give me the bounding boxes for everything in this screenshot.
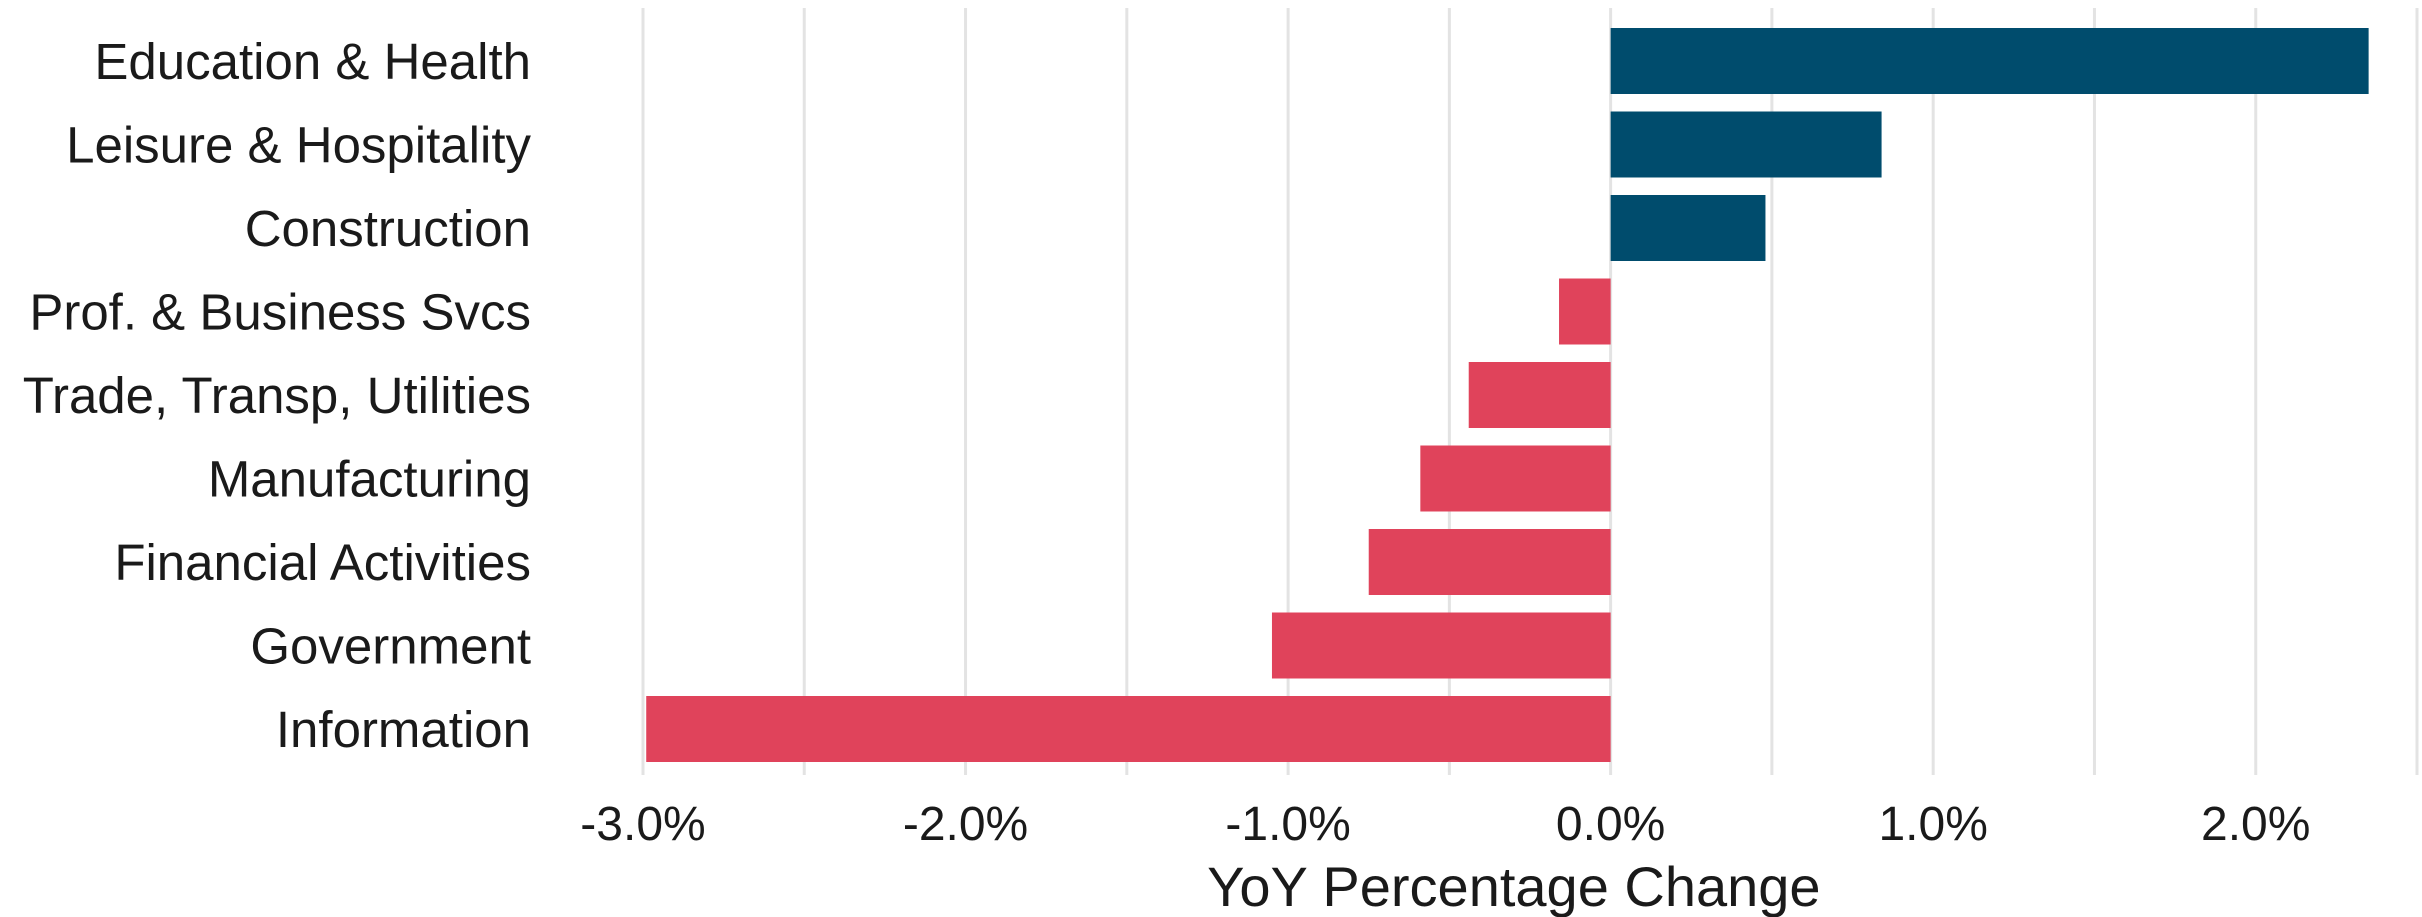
x-tick-label: 1.0% bbox=[1878, 798, 1987, 851]
bar bbox=[1610, 195, 1766, 261]
x-axis-title: YoY Percentage Change bbox=[1207, 855, 1820, 917]
gridlines bbox=[641, 8, 2419, 775]
bar bbox=[1468, 362, 1611, 428]
bar bbox=[1559, 278, 1611, 345]
x-tick-label: -1.0% bbox=[1225, 798, 1350, 851]
category-label: Education & Health bbox=[94, 33, 531, 90]
category-label: Government bbox=[250, 618, 531, 675]
x-tick-labels: -3.0% -2.0% -1.0% 0.0% 1.0% 2.0% bbox=[580, 798, 2310, 851]
category-labels: Education & Health Leisure & Hospitality C… bbox=[23, 33, 532, 758]
category-label: Construction bbox=[245, 200, 531, 257]
bar bbox=[1610, 28, 2369, 94]
x-tick-label: -3.0% bbox=[580, 798, 705, 851]
x-tick-label: 2.0% bbox=[2201, 798, 2310, 851]
category-label: Prof. & Business Svcs bbox=[29, 284, 531, 341]
bar bbox=[1610, 111, 1882, 178]
bar bbox=[1368, 529, 1611, 595]
category-label: Trade, Transp, Utilities bbox=[23, 367, 531, 424]
category-label: Financial Activities bbox=[114, 534, 531, 591]
bar bbox=[1420, 445, 1611, 512]
category-label: Leisure & Hospitality bbox=[66, 117, 531, 174]
x-tick-label: 0.0% bbox=[1556, 798, 1665, 851]
x-tick-label: -2.0% bbox=[903, 798, 1028, 851]
bar bbox=[1271, 612, 1611, 679]
bar bbox=[646, 696, 1611, 762]
category-label: Manufacturing bbox=[208, 451, 531, 508]
bars bbox=[646, 28, 2369, 762]
category-label: Information bbox=[276, 701, 531, 758]
